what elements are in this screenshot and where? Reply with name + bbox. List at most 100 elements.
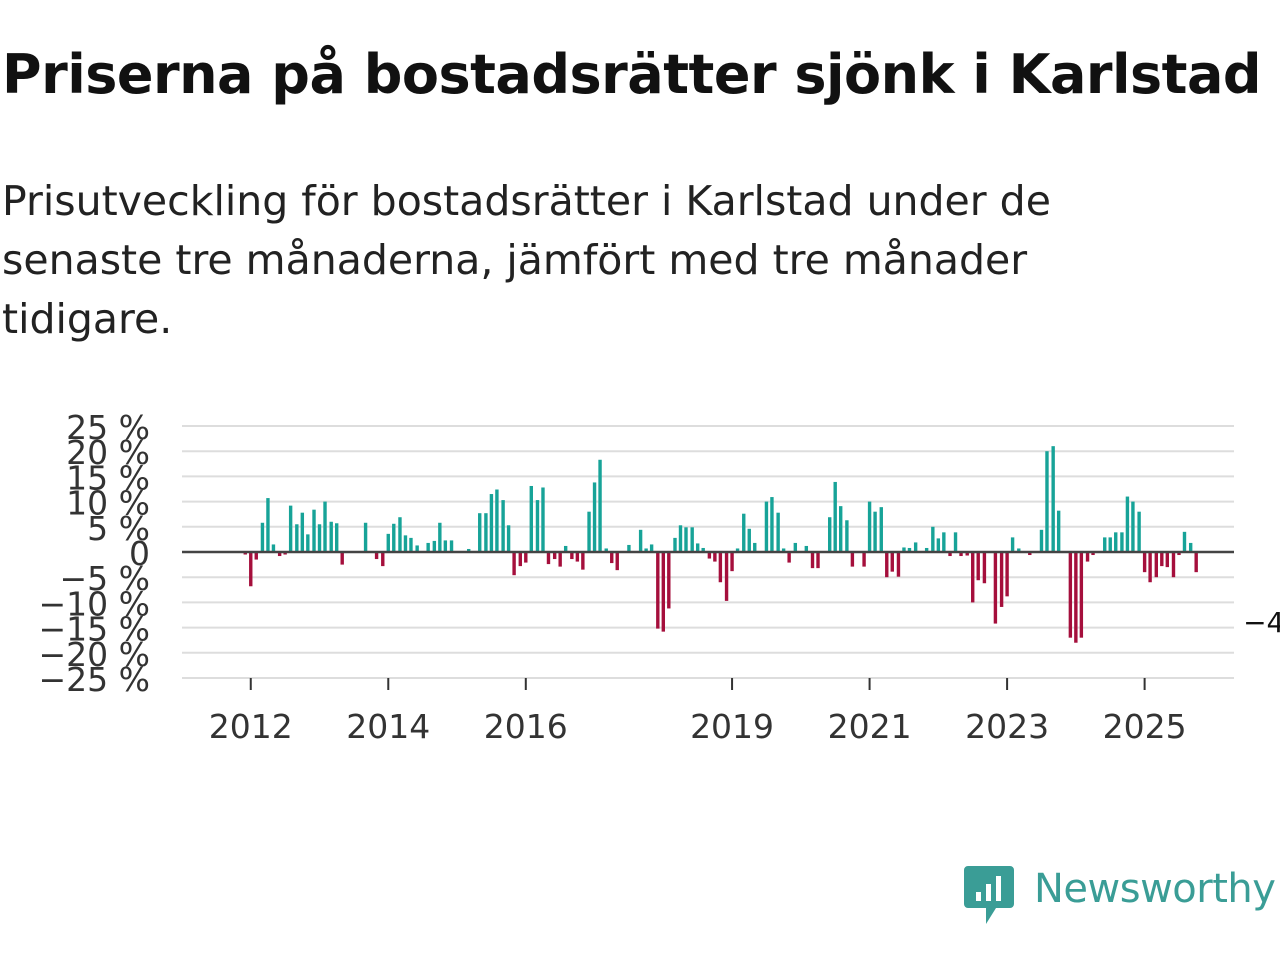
bar bbox=[1005, 552, 1009, 597]
bar bbox=[598, 459, 602, 552]
bar bbox=[1085, 552, 1090, 562]
x-tick-label: 2012 bbox=[209, 707, 293, 746]
bar bbox=[885, 552, 889, 578]
y-tick-label: −10 % bbox=[39, 584, 151, 623]
bar bbox=[707, 552, 712, 559]
bar bbox=[667, 552, 671, 609]
bar bbox=[266, 498, 270, 552]
bar bbox=[432, 540, 437, 552]
bar bbox=[627, 544, 631, 552]
bar bbox=[610, 552, 614, 564]
bar bbox=[816, 552, 820, 569]
bar bbox=[340, 552, 344, 565]
bar bbox=[306, 534, 310, 552]
bar bbox=[804, 545, 809, 552]
bar bbox=[363, 522, 368, 552]
bar bbox=[518, 552, 522, 567]
bar bbox=[924, 547, 929, 552]
newsworthy-logo-icon bbox=[964, 866, 1014, 924]
bar bbox=[747, 528, 751, 552]
bar bbox=[335, 523, 339, 552]
bar bbox=[948, 552, 952, 557]
bar bbox=[604, 548, 608, 552]
bar bbox=[415, 545, 419, 552]
bar bbox=[1131, 501, 1135, 552]
bar bbox=[288, 505, 293, 552]
bar bbox=[283, 552, 287, 555]
bar bbox=[1137, 511, 1141, 552]
bar bbox=[260, 522, 265, 552]
bar bbox=[638, 529, 643, 552]
annotation: −4 % bbox=[1241, 602, 1280, 641]
bar bbox=[317, 524, 322, 552]
bar bbox=[501, 500, 505, 552]
bar bbox=[398, 517, 402, 552]
bar bbox=[673, 537, 677, 552]
bar bbox=[323, 501, 327, 552]
y-axis-ticks: 25 %20 %15 %10 %5 %0−5 %−10 %−15 %−20 %−… bbox=[39, 408, 151, 699]
bar bbox=[913, 542, 918, 552]
bar bbox=[1120, 532, 1124, 552]
bar bbox=[1125, 496, 1130, 552]
bar bbox=[581, 552, 585, 570]
bar bbox=[753, 542, 757, 552]
bar-chart: 25 %20 %15 %10 %5 %0−5 %−10 %−15 %−20 %−… bbox=[39, 408, 1280, 746]
bar bbox=[649, 544, 654, 552]
x-tick-label: 2023 bbox=[965, 707, 1049, 746]
bar bbox=[495, 489, 499, 552]
bar bbox=[386, 533, 390, 552]
bar bbox=[449, 540, 454, 552]
bar bbox=[942, 532, 946, 552]
bar bbox=[867, 501, 872, 552]
bar bbox=[1194, 552, 1198, 573]
bar bbox=[1017, 548, 1021, 552]
bar bbox=[381, 552, 385, 567]
bar bbox=[695, 543, 700, 552]
bar bbox=[1154, 552, 1159, 578]
bar bbox=[426, 542, 430, 552]
bar bbox=[249, 552, 253, 587]
bar bbox=[392, 523, 396, 552]
bar bbox=[563, 545, 568, 552]
bar bbox=[592, 482, 597, 552]
bar bbox=[971, 552, 975, 603]
bar bbox=[271, 544, 276, 552]
x-tick-label: 2014 bbox=[346, 707, 430, 746]
y-tick-label: 5 % bbox=[87, 509, 150, 548]
bar bbox=[535, 500, 540, 552]
x-axis-ticks: 2012 2014 2016 2019 2021 2023 2025 bbox=[209, 678, 1187, 746]
chart-subtitle: Prisutveckling för bostadsrätter i Karls… bbox=[2, 177, 1051, 343]
bar bbox=[541, 487, 545, 552]
bar bbox=[810, 552, 815, 569]
bar bbox=[409, 537, 413, 552]
bar bbox=[890, 552, 894, 572]
x-tick-label: 2016 bbox=[484, 707, 568, 746]
bar bbox=[243, 552, 247, 555]
bar bbox=[787, 552, 791, 563]
bar bbox=[730, 552, 734, 572]
bar bbox=[713, 552, 717, 562]
bar bbox=[1177, 552, 1181, 556]
bar bbox=[512, 552, 516, 576]
bar bbox=[931, 526, 935, 552]
bar bbox=[1074, 552, 1078, 643]
bar bbox=[828, 517, 832, 552]
bar bbox=[999, 552, 1004, 607]
bar bbox=[403, 535, 408, 552]
bar bbox=[329, 521, 333, 552]
bar bbox=[478, 513, 482, 552]
bar bbox=[1182, 531, 1187, 552]
bar bbox=[443, 540, 448, 552]
bar bbox=[1079, 552, 1084, 638]
annotation-label: −4 % bbox=[1243, 606, 1280, 639]
bar bbox=[484, 513, 488, 552]
bar bbox=[735, 548, 740, 552]
bar bbox=[873, 511, 877, 552]
bar bbox=[587, 511, 591, 552]
bar bbox=[976, 552, 980, 581]
brand-name: Newsworthy bbox=[1034, 866, 1276, 912]
bar bbox=[684, 527, 688, 552]
bar bbox=[467, 548, 471, 552]
bar bbox=[1039, 529, 1044, 552]
bar bbox=[839, 506, 843, 552]
